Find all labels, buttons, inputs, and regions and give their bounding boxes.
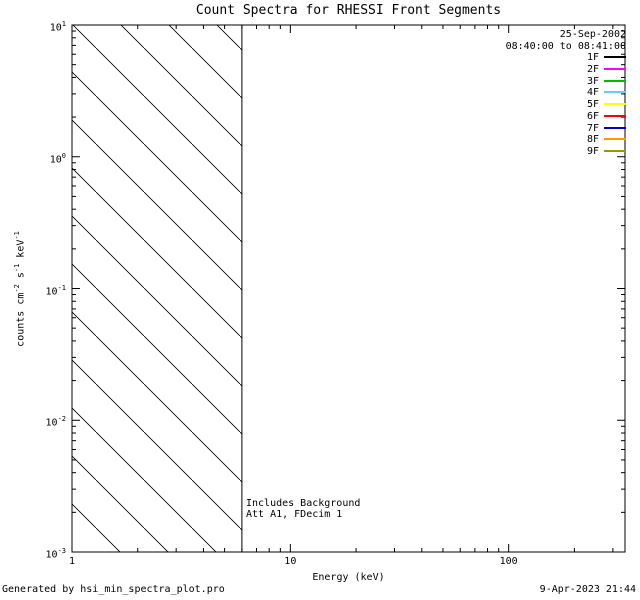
x-axis-ticks: [71, 25, 614, 552]
legend-entry-8F: 8F: [506, 134, 626, 146]
legend-date: 25-Sep-2002: [559, 29, 626, 40]
legend-color-swatch: [604, 126, 626, 129]
legend-entry-1F: 1F: [506, 52, 626, 64]
legend-entry-label: 4F: [586, 87, 599, 99]
legend-entry-2F: 2F: [506, 64, 626, 76]
legend-entry-7F: 7F: [506, 123, 626, 135]
legend-entry-label: 6F: [586, 110, 599, 122]
legend-entry-label: 7F: [586, 122, 599, 134]
legend-entry-9F: 9F: [506, 146, 626, 158]
legend-entry-5F: 5F: [506, 99, 626, 111]
x-axis-title: Energy (keV): [312, 572, 385, 583]
legend: 25-Sep-2002 08:40:00 to 08:41:00 1F 2F 3F 4…: [506, 29, 626, 158]
legend-entry-6F: 6F: [506, 111, 626, 123]
plot-timestamp: 9-Apr-2023 21:44: [539, 584, 636, 595]
legend-color-swatch: [604, 149, 626, 152]
legend-entry-label: 5F: [586, 99, 599, 111]
y-axis-ticks: [72, 24, 625, 553]
chart-title: Count Spectra for RHESSI Front Segments: [195, 3, 502, 18]
legend-color-swatch: [604, 91, 626, 94]
legend-color-swatch: [604, 114, 626, 117]
legend-color-swatch: [604, 103, 626, 106]
annotation-includes-background: Includes Background: [246, 498, 361, 509]
legend-entry-label: 3F: [586, 75, 599, 87]
legend-entry-4F: 4F: [506, 87, 626, 99]
legend-entry-label: 8F: [586, 134, 599, 146]
generated-by-text: Generated by hsi_min_spectra_plot.pro: [2, 584, 225, 595]
legend-entry-label: 2F: [586, 64, 599, 76]
annotation-attenuator-state: Att A1, FDecim 1: [246, 509, 343, 520]
legend-entry-label: 9F: [586, 145, 599, 157]
legend-entry-3F: 3F: [506, 76, 626, 88]
hatched-background-region: [72, 25, 242, 552]
legend-entry-label: 1F: [586, 52, 599, 64]
legend-color-swatch: [604, 138, 626, 141]
y-axis-title: counts cm-2 s-1 keV-1: [13, 231, 27, 347]
legend-time-range: 08:40:00 to 08:41:00: [505, 40, 626, 52]
legend-color-swatch: [604, 68, 626, 71]
legend-color-swatch: [604, 56, 626, 59]
plot-annotations: Includes Background Att A1, FDecim 1: [246, 498, 360, 520]
legend-color-swatch: [604, 79, 626, 82]
legend-entries: 1F 2F 3F 4F 5F 6F 7F 8F 9F: [506, 52, 626, 157]
